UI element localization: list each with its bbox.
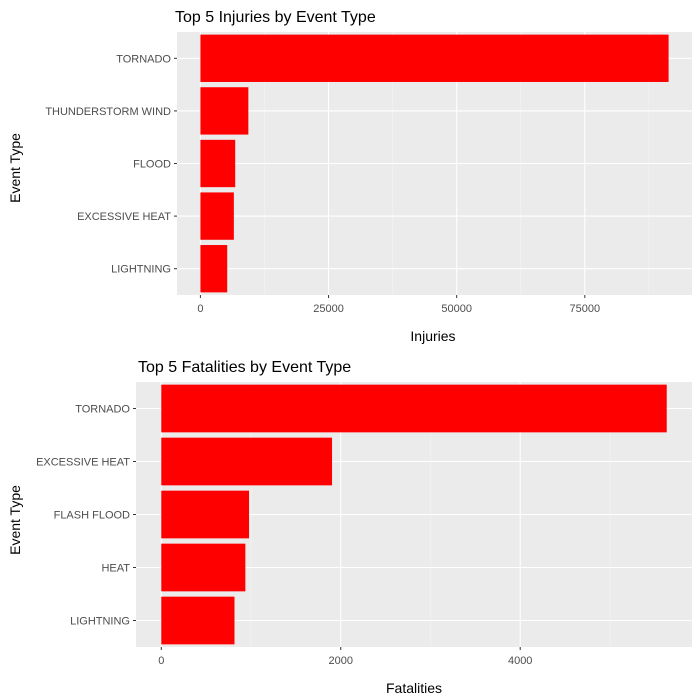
injuries-y-tick-label: LIGHTNING	[111, 264, 171, 276]
fatalities-bar	[161, 543, 246, 592]
fatalities-bar	[161, 437, 333, 486]
fatalities-y-tick-label: LIGHTNING	[70, 616, 130, 628]
injuries-x-tick-label: 50000	[441, 303, 472, 315]
injuries-y-tick-label: FLOOD	[133, 159, 171, 171]
fatalities-y-axis-title: Event Type	[7, 485, 23, 555]
injuries-y-tick-label: EXCESSIVE HEAT	[77, 211, 171, 223]
injuries-bar	[200, 192, 234, 240]
fatalities-x-axis-title: Fatalities	[386, 680, 442, 696]
fatalities-x-tick-label: 0	[158, 655, 164, 667]
injuries-chart-title: Top 5 Injuries by Event Type	[175, 9, 376, 26]
injuries-x-tick-label: 0	[197, 303, 203, 315]
fatalities-chart: Top 5 Fatalities by Event Type Fatalitie…	[7, 359, 692, 696]
fatalities-x-tick-label: 4000	[508, 655, 532, 667]
injuries-bar	[200, 87, 249, 135]
fatalities-y-tick-label: FLASH FLOOD	[54, 510, 130, 522]
injuries-y-tick-label: THUNDERSTORM WIND	[45, 106, 171, 118]
fatalities-bar	[161, 490, 250, 539]
injuries-x-tick-label: 75000	[570, 303, 601, 315]
injuries-chart: Top 5 Injuries by Event Type Injuries Ev…	[7, 9, 692, 344]
fatalities-chart-title: Top 5 Fatalities by Event Type	[138, 359, 351, 376]
injuries-x-tick-label: 25000	[313, 303, 344, 315]
fatalities-bar	[161, 596, 235, 645]
fatalities-y-tick-label: TORNADO	[75, 404, 130, 416]
fatalities-y-tick-label: EXCESSIVE HEAT	[36, 457, 130, 469]
fatalities-x-tick-label: 2000	[328, 655, 352, 667]
injuries-x-axis-title: Injuries	[410, 328, 455, 344]
injuries-y-tick-label: TORNADO	[116, 53, 171, 65]
injuries-y-axis-title: Event Type	[7, 133, 23, 203]
injuries-bar	[200, 245, 228, 293]
fatalities-y-tick-label: HEAT	[101, 563, 130, 575]
injuries-bar	[200, 139, 236, 188]
injuries-bar	[200, 34, 669, 82]
fatalities-bar	[161, 384, 667, 433]
